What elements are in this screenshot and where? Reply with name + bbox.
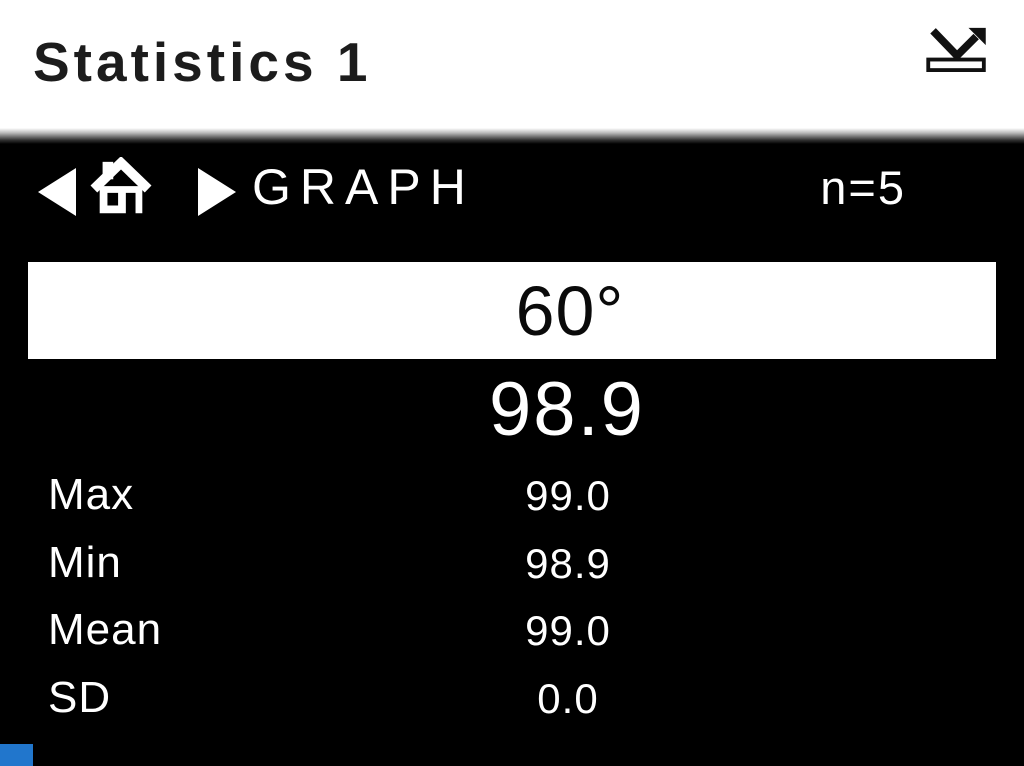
stat-label: Max	[48, 470, 135, 519]
measurement-value: 98.9	[489, 367, 645, 452]
stat-row-max: Max 99.0	[0, 470, 1024, 530]
angle-value: 60°	[515, 271, 625, 350]
next-arrow-icon[interactable]	[198, 168, 236, 216]
stat-row-mean: Mean 99.0	[0, 605, 1024, 665]
stat-row-min: Min 98.9	[0, 538, 1024, 598]
nav-row: GRAPH n=5	[0, 154, 1024, 234]
stat-row-sd: SD 0.0	[0, 673, 1024, 733]
stat-label: Mean	[48, 605, 163, 654]
home-icon[interactable]	[90, 156, 152, 219]
angle-selection-bar[interactable]: 60°	[28, 262, 996, 359]
prev-arrow-icon[interactable]	[38, 168, 76, 216]
stat-label: SD	[48, 673, 112, 722]
stat-value: 98.9	[525, 540, 611, 587]
header-shadow-gradient	[0, 128, 1024, 144]
sample-count: n=5	[820, 161, 906, 214]
mode-label: GRAPH	[252, 159, 475, 215]
stat-value: 0.0	[537, 675, 599, 722]
gloss-reflection-icon	[924, 26, 990, 72]
page-title: Statistics 1	[33, 31, 372, 93]
stat-label: Min	[48, 538, 122, 587]
stat-value: 99.0	[525, 472, 611, 519]
bottom-accent-bar	[0, 744, 33, 766]
header: Statistics 1	[0, 0, 1024, 128]
main-panel: GRAPH n=5 60° 98.9 Max 99.0 Min 98.9 Mea…	[0, 144, 1024, 766]
stat-value: 99.0	[525, 607, 611, 654]
